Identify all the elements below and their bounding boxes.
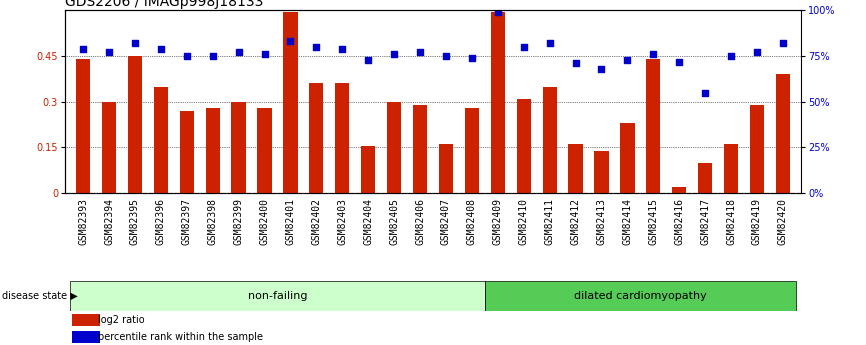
Text: GSM82404: GSM82404	[363, 198, 373, 245]
Text: GSM82399: GSM82399	[234, 198, 243, 245]
Text: GSM82402: GSM82402	[312, 198, 321, 245]
Bar	[465, 108, 479, 193]
Bar	[439, 145, 453, 193]
Text: GSM82407: GSM82407	[441, 198, 451, 245]
Text: percentile rank within the sample: percentile rank within the sample	[98, 333, 263, 342]
Point	[750, 50, 764, 55]
Point	[724, 53, 738, 59]
Bar	[672, 187, 687, 193]
Text: GSM82418: GSM82418	[726, 198, 736, 245]
Text: GSM82394: GSM82394	[104, 198, 114, 245]
Bar	[283, 12, 298, 193]
Text: GSM82413: GSM82413	[597, 198, 606, 245]
Bar	[76, 59, 90, 193]
Bar	[179, 111, 194, 193]
Bar	[361, 146, 375, 193]
Text: GSM82398: GSM82398	[208, 198, 217, 245]
Text: log2 ratio: log2 ratio	[98, 315, 145, 325]
Text: GSM82417: GSM82417	[700, 198, 710, 245]
Text: GSM82415: GSM82415	[649, 198, 658, 245]
Bar	[73, 314, 100, 326]
Text: GSM82400: GSM82400	[260, 198, 269, 245]
Point	[569, 61, 583, 66]
Point	[206, 53, 220, 59]
Point	[283, 39, 297, 44]
Bar	[594, 150, 609, 193]
Point	[361, 57, 375, 62]
Text: GSM82419: GSM82419	[752, 198, 762, 245]
Text: GSM82409: GSM82409	[493, 198, 503, 245]
Text: GSM82408: GSM82408	[467, 198, 477, 245]
Point	[543, 40, 557, 46]
Point	[439, 53, 453, 59]
Point	[620, 57, 634, 62]
Text: GSM82412: GSM82412	[571, 198, 580, 245]
Bar	[517, 99, 531, 193]
Bar	[413, 105, 427, 193]
Text: GSM82416: GSM82416	[675, 198, 684, 245]
Text: dilated cardiomyopathy: dilated cardiomyopathy	[574, 291, 707, 301]
Text: GSM82405: GSM82405	[389, 198, 399, 245]
Bar	[646, 59, 661, 193]
Point	[154, 46, 168, 51]
Text: GSM82397: GSM82397	[182, 198, 191, 245]
Bar	[70, 281, 485, 310]
Bar	[568, 145, 583, 193]
Bar	[231, 102, 246, 193]
Point	[517, 44, 531, 50]
Point	[776, 40, 790, 46]
Point	[413, 50, 427, 55]
Point	[335, 46, 349, 51]
Point	[387, 51, 401, 57]
Text: GSM82393: GSM82393	[78, 198, 88, 245]
Bar	[309, 83, 324, 193]
Point	[595, 66, 609, 72]
Point	[232, 50, 246, 55]
Text: GSM82395: GSM82395	[130, 198, 140, 245]
Point	[180, 53, 194, 59]
Bar	[485, 281, 796, 310]
Text: non-failing: non-failing	[248, 291, 307, 301]
Text: GSM82396: GSM82396	[156, 198, 166, 245]
Point	[102, 50, 116, 55]
Bar	[257, 108, 272, 193]
Bar	[154, 87, 168, 193]
Text: GSM82403: GSM82403	[337, 198, 347, 245]
Point	[309, 44, 323, 50]
Text: GSM82410: GSM82410	[519, 198, 529, 245]
Text: GSM82411: GSM82411	[545, 198, 554, 245]
Point	[672, 59, 686, 64]
Bar	[620, 123, 635, 193]
Text: GDS2206 / IMAGp998J18133: GDS2206 / IMAGp998J18133	[65, 0, 263, 9]
Bar	[128, 56, 142, 193]
Bar	[387, 102, 401, 193]
Point	[646, 51, 660, 57]
Bar	[73, 331, 100, 343]
Bar	[205, 108, 220, 193]
Text: GSM82406: GSM82406	[415, 198, 425, 245]
Text: GSM82414: GSM82414	[623, 198, 632, 245]
Text: GSM82401: GSM82401	[286, 198, 295, 245]
Bar	[542, 87, 557, 193]
Point	[698, 90, 712, 95]
Point	[465, 55, 479, 61]
Bar	[698, 163, 712, 193]
Bar	[335, 83, 349, 193]
Bar	[102, 102, 116, 193]
Text: GSM82420: GSM82420	[778, 198, 788, 245]
Bar	[750, 105, 764, 193]
Point	[76, 46, 90, 51]
Text: disease state ▶: disease state ▶	[2, 291, 77, 301]
Bar	[491, 12, 505, 193]
Point	[491, 9, 505, 15]
Point	[128, 40, 142, 46]
Point	[257, 51, 271, 57]
Bar	[724, 145, 738, 193]
Bar	[776, 75, 790, 193]
